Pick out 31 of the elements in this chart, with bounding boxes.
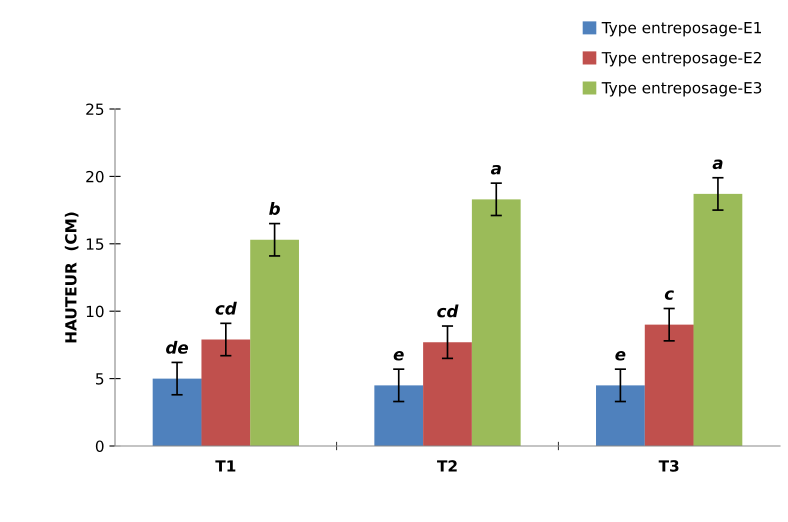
bar — [201, 340, 250, 446]
y-tick-label: 10 — [86, 306, 104, 318]
data-label: e — [394, 350, 404, 361]
data-label: de — [166, 340, 188, 354]
x-tick-label: T3 — [658, 460, 678, 472]
bar — [423, 342, 472, 446]
data-label: b — [269, 202, 280, 215]
bar — [644, 324, 694, 446]
data-label: cd — [216, 302, 237, 315]
data-label: c — [664, 290, 674, 300]
bar — [152, 378, 202, 446]
data-label: cd — [437, 304, 459, 318]
legend-label: Type entreposage-E1 — [602, 22, 762, 36]
y-tick-label: 5 — [96, 373, 104, 385]
y-tick-label: 25 — [86, 103, 104, 116]
x-tick-label: T2 — [437, 460, 457, 472]
y-tick-label: 20 — [86, 170, 104, 182]
legend-label: Type entreposage-E3 — [602, 82, 762, 96]
bar — [250, 240, 299, 446]
x-tick-label: T1 — [215, 460, 236, 472]
y-tick-label: 15 — [86, 238, 104, 250]
y-tick-label: 0 — [96, 440, 104, 452]
data-label: e — [615, 350, 626, 361]
legend-label: Type entreposage-E2 — [602, 52, 761, 66]
bar — [374, 385, 424, 446]
bar — [596, 385, 645, 446]
bar — [694, 194, 742, 446]
y-axis-title: HAUTEUR (CM) — [64, 212, 78, 342]
data-label: a — [490, 164, 501, 175]
bar — [472, 199, 521, 446]
data-label: a — [712, 160, 722, 170]
